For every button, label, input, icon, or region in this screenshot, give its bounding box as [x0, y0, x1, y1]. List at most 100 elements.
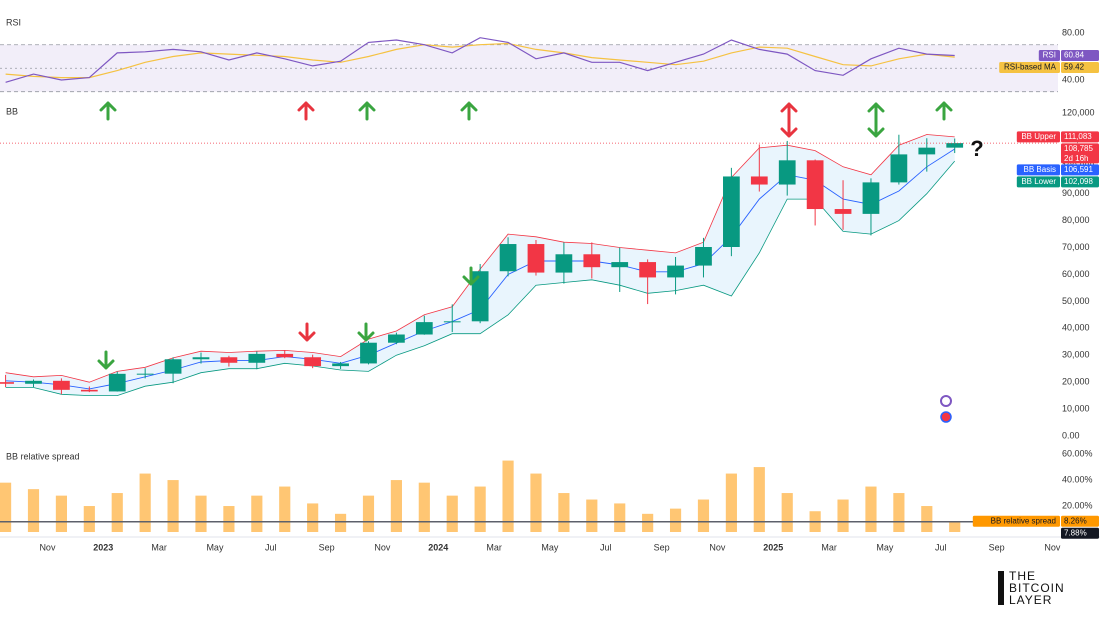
x-tick-label: Sep — [319, 542, 335, 552]
spread-bar — [753, 467, 765, 532]
rsi-line — [5, 37, 955, 83]
x-tick-label: Nov — [709, 542, 726, 552]
annotation: ? — [970, 136, 983, 161]
up-arrow — [935, 101, 953, 121]
spread-bar — [614, 503, 626, 532]
spread-bar — [893, 493, 905, 532]
tag-name: BB Upper — [1021, 132, 1056, 141]
tag-name-box — [1038, 49, 1060, 61]
candle-body — [360, 342, 377, 364]
y-tick-label: 30,000 — [1062, 350, 1090, 360]
rsi-line — [5, 42, 955, 79]
tag-name: RSI-based MA — [1004, 63, 1057, 72]
x-tick-label: 2024 — [428, 542, 448, 552]
candle-body — [108, 373, 126, 392]
candle-body — [80, 389, 98, 392]
bb-line — [5, 160, 956, 396]
y-tick-label: 120,000 — [1062, 107, 1095, 117]
spread-bar — [586, 499, 598, 532]
tag-value-box — [1061, 164, 1099, 176]
spread-bar — [0, 482, 12, 532]
spread-bar — [251, 495, 263, 532]
price-tag: 8.26% BB relative spread — [972, 515, 1099, 527]
candle-body — [918, 147, 936, 155]
spread-bar — [83, 506, 95, 532]
icon — [940, 395, 952, 407]
candle-body — [862, 182, 880, 214]
y-tick-label: 80.00 — [1062, 27, 1085, 37]
tag-value: 60.84 — [1064, 51, 1085, 60]
tag-value-box — [1061, 527, 1099, 539]
price-tag: 59.42 RSI-based MA — [999, 61, 1099, 73]
x-tick-label: May — [876, 542, 894, 552]
x-tick-label: Nov — [39, 542, 56, 552]
x-tick-label: Sep — [654, 542, 670, 552]
x-tick-label: Jul — [600, 542, 612, 552]
y-tick-label: 40.00% — [1062, 474, 1093, 484]
tag-value-box — [1061, 61, 1099, 73]
candle-body — [583, 254, 601, 268]
x-tick-label: Nov — [1044, 542, 1061, 552]
up-arrow — [358, 101, 376, 121]
tag-value: 108,785 — [1064, 144, 1093, 153]
spread-bar — [502, 460, 514, 532]
pane-title: BB — [6, 106, 18, 116]
spread-bar — [111, 493, 123, 532]
candle-body — [0, 382, 14, 384]
double-arrow — [780, 102, 798, 138]
spread-bar — [55, 495, 67, 532]
spread-bar — [865, 486, 877, 532]
candle-body — [555, 254, 573, 273]
down-arrow — [97, 350, 115, 370]
y-tick-label: 60,000 — [1062, 269, 1090, 279]
down-arrow — [462, 266, 480, 286]
rsi-band — [0, 44, 1058, 92]
candle-body — [667, 265, 684, 278]
y-tick-label: 70,000 — [1062, 242, 1090, 252]
x-tick-label: May — [206, 542, 224, 552]
candle-body — [527, 244, 545, 273]
tag-value: 102,098 — [1064, 177, 1093, 186]
spread-bar — [642, 513, 654, 532]
pane-title: RSI — [6, 17, 21, 27]
tag-value: 8.26% — [1064, 516, 1087, 525]
spread-bar — [390, 480, 402, 532]
candle-body — [304, 357, 322, 367]
tag-value: 59.42 — [1064, 63, 1085, 72]
spread-bar — [558, 493, 570, 532]
spread-bar — [139, 473, 151, 532]
tag-name: BB Basis — [1024, 165, 1056, 174]
tag-value-box — [1061, 143, 1099, 164]
spread-bar — [418, 482, 430, 532]
candle-body — [471, 271, 489, 322]
spread-bar — [223, 506, 235, 532]
tag-name-box — [1016, 164, 1060, 176]
y-tick-label: 20,000 — [1062, 377, 1090, 387]
candle-body — [443, 321, 461, 323]
candle-body — [53, 380, 70, 390]
logo-text: BITCOIN — [1009, 581, 1065, 595]
spread-bar — [725, 473, 737, 532]
tag-name: BB Lower — [1021, 177, 1056, 186]
spread-bar — [949, 521, 961, 532]
candle-body — [778, 160, 796, 185]
y-tick-label: 20.00% — [1062, 500, 1093, 510]
up-arrow — [460, 101, 478, 121]
y-tick-label: 40,000 — [1062, 323, 1090, 333]
candle-body — [248, 353, 266, 363]
pane-title: BB relative spread — [6, 451, 80, 461]
icon — [940, 411, 952, 423]
candle-body — [890, 154, 908, 183]
spread-bar — [474, 486, 486, 532]
spread-bar — [669, 508, 682, 532]
spread-bar — [307, 503, 319, 532]
tag-value: 106,591 — [1064, 165, 1093, 174]
x-tick-label: Jul — [265, 542, 277, 552]
price-tag: 60.84 RSI — [1038, 49, 1099, 61]
candle-body — [946, 143, 964, 148]
candle-body — [136, 373, 154, 375]
candle-body — [415, 322, 433, 335]
signal-arrows — [97, 101, 953, 370]
